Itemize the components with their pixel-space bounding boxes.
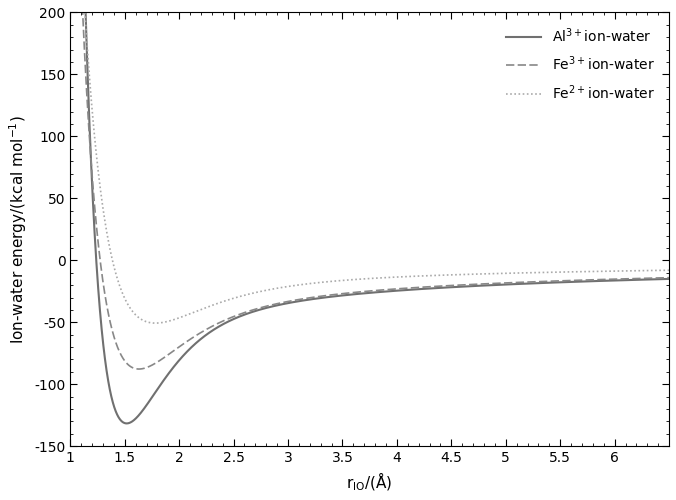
Al$^{3+}$ion-water [665, 276, 673, 282]
Line: Al$^{3+}$ion-water: Al$^{3+}$ion-water [85, 7, 669, 424]
Fe$^{2+}$ion-water [285, 284, 293, 290]
Al$^{3+}$ion-water [491, 282, 499, 288]
Fe$^{3+}$ion-water [366, 288, 374, 294]
Fe$^{2+}$ion-water [87, 88, 95, 94]
Fe$^{3+}$ion-water [665, 274, 673, 280]
Al$^{3+}$ion-water [566, 279, 575, 285]
Fe$^{3+}$ion-water [543, 278, 551, 284]
X-axis label: r$_{\rm IO}$/(Å): r$_{\rm IO}$/(Å) [346, 470, 393, 493]
Al$^{3+}$ion-water [493, 282, 501, 288]
Line: Fe$^{2+}$ion-water: Fe$^{2+}$ion-water [84, 8, 669, 323]
Fe$^{2+}$ion-water [151, 320, 160, 326]
Fe$^{3+}$ion-water [93, 222, 101, 228]
Fe$^{3+}$ion-water [521, 279, 529, 285]
Y-axis label: Ion-water energy/(kcal mol$^{-1}$): Ion-water energy/(kcal mol$^{-1}$) [7, 115, 28, 344]
Fe$^{3+}$ion-water [301, 296, 310, 302]
Line: Fe$^{3+}$ion-water: Fe$^{3+}$ion-water [82, 6, 669, 369]
Fe$^{2+}$ion-water [80, 5, 89, 11]
Al$^{3+}$ion-water [176, 356, 184, 362]
Fe$^{3+}$ion-water [78, 4, 87, 10]
Fe$^{2+}$ion-water [212, 301, 220, 307]
Fe$^{3+}$ion-water [135, 366, 143, 372]
Fe$^{2+}$ion-water [665, 267, 673, 273]
Al$^{3+}$ion-water [122, 420, 130, 426]
Fe$^{2+}$ion-water [224, 297, 233, 303]
Al$^{3+}$ion-water [546, 280, 554, 285]
Fe$^{2+}$ion-water [583, 268, 592, 274]
Legend: Al$^{3+}$ion-water, Fe$^{3+}$ion-water, Fe$^{2+}$ion-water: Al$^{3+}$ion-water, Fe$^{3+}$ion-water, … [500, 20, 662, 108]
Fe$^{3+}$ion-water [606, 276, 614, 282]
Fe$^{2+}$ion-water [404, 274, 412, 280]
Al$^{3+}$ion-water [81, 4, 89, 10]
Al$^{3+}$ion-water [236, 314, 244, 320]
